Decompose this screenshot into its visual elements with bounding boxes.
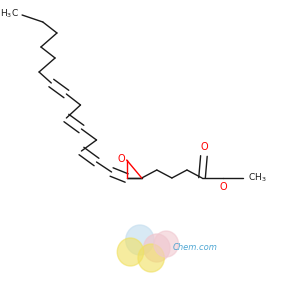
Text: O: O: [117, 154, 125, 164]
Circle shape: [144, 234, 170, 262]
Circle shape: [138, 244, 164, 272]
Circle shape: [126, 225, 154, 255]
Circle shape: [117, 238, 144, 266]
Text: O: O: [200, 142, 208, 152]
Text: O: O: [220, 182, 227, 192]
Text: Chem.com: Chem.com: [173, 244, 218, 253]
Circle shape: [154, 231, 178, 257]
Text: CH$_3$: CH$_3$: [248, 172, 267, 184]
Text: H$_3$C: H$_3$C: [0, 8, 19, 20]
